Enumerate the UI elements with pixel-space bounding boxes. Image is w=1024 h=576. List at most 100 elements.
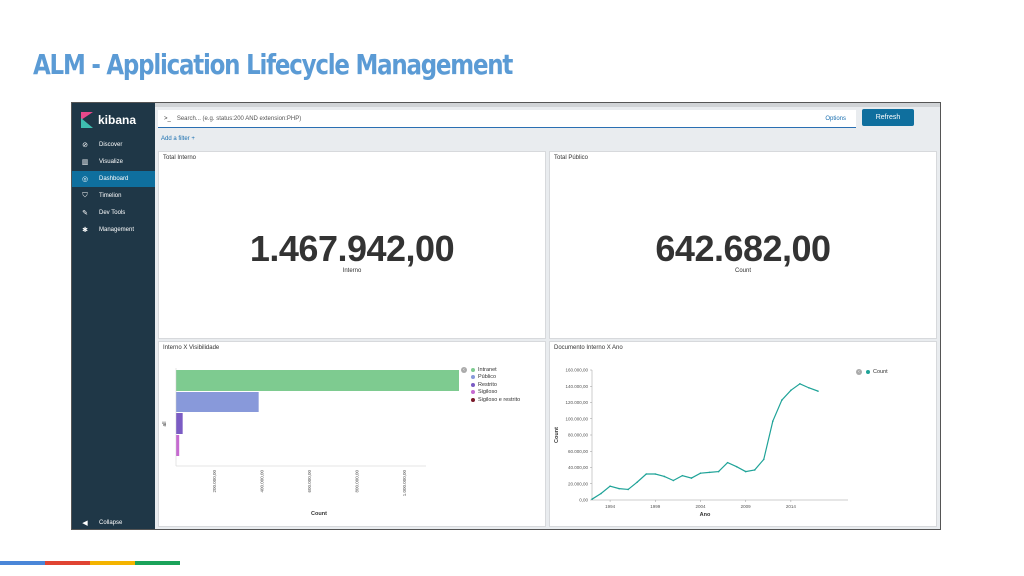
data-point[interactable] <box>708 471 711 474</box>
data-point[interactable] <box>654 473 657 475</box>
kibana-window: kibana ⊘ Discover ▥ Visualize ◎ Dashboard ⛉ Tim… <box>71 102 941 530</box>
sidebar-item-management[interactable]: ✱ Management <box>72 222 155 238</box>
legend-item[interactable]: Público <box>461 374 520 382</box>
data-point[interactable] <box>591 498 593 500</box>
data-point[interactable] <box>699 472 702 474</box>
data-point[interactable] <box>690 477 693 479</box>
data-point[interactable] <box>781 399 783 401</box>
sidebar-item-label: Dev Tools <box>99 210 126 216</box>
legend-item[interactable]: Sigiloso <box>461 389 520 397</box>
data-point[interactable] <box>645 473 648 475</box>
data-point[interactable] <box>681 474 684 477</box>
data-point[interactable] <box>817 390 819 392</box>
x-tick-label: 2009 <box>741 504 752 509</box>
data-point[interactable] <box>717 470 720 473</box>
sidebar-item-dashboard[interactable]: ◎ Dashboard <box>72 171 155 187</box>
legend-toggle-icon[interactable]: ‹ <box>461 366 467 373</box>
sidebar-item-discover[interactable]: ⊘ Discover <box>72 137 155 153</box>
top-toolbar-strip <box>155 103 940 107</box>
wrench-icon: ✎ <box>82 210 88 217</box>
sidebar-item-label: Management <box>99 227 135 233</box>
data-point[interactable] <box>744 470 747 473</box>
data-point[interactable] <box>726 461 729 464</box>
legend-dot <box>866 369 870 374</box>
legend-item[interactable]: ‹ Intranet <box>461 366 520 374</box>
y-tick-label: 60.000,00 <box>568 449 589 454</box>
y-tick-label: 20.000,00 <box>568 481 589 486</box>
bar-intranet[interactable] <box>176 370 459 391</box>
sidebar-item-label: Timelion <box>99 193 122 199</box>
bar-público[interactable] <box>176 392 259 412</box>
legend-item[interactable]: Sigiloso e restrito <box>461 396 520 404</box>
data-point[interactable] <box>772 420 774 422</box>
panel-title: Total Interno <box>163 155 197 161</box>
metric-value: 1.467.942,00 <box>249 228 455 269</box>
legend-label: Intranet <box>478 366 497 373</box>
data-point[interactable] <box>627 488 629 491</box>
y-tick-label: 0,00 <box>579 498 588 503</box>
y-tick-label: 100.000,00 <box>565 416 588 421</box>
gear-icon: ✱ <box>82 227 88 234</box>
data-point[interactable] <box>618 487 620 490</box>
y-tick-label: 160.000,00 <box>565 368 588 373</box>
bar-legend: ‹ Intranet Público Restrito Sigiloso Sigiloso… <box>461 366 520 404</box>
data-point[interactable] <box>753 469 756 471</box>
panel-interno-visibilidade: Interno X Visibilidade 200.000,00 400.000… <box>158 341 546 527</box>
search-bar[interactable]: >_ Search... (e.g. status:200 AND extens… <box>158 110 856 128</box>
legend-dot <box>471 375 475 380</box>
legend-label: Sigiloso <box>478 389 498 396</box>
compass-icon: ⊘ <box>82 142 88 149</box>
data-point[interactable] <box>663 475 666 478</box>
sidebar-item-visualize[interactable]: ▥ Visualize <box>72 154 155 170</box>
refresh-button[interactable]: Refresh <box>862 109 914 126</box>
x-tick-label: 200.000,00 <box>212 470 217 493</box>
x-tick-label: 400.000,00 <box>260 470 265 493</box>
data-point[interactable] <box>600 492 602 495</box>
y-tick-label: 40.000,00 <box>568 465 589 470</box>
legend-item[interactable]: Restrito <box>461 381 520 389</box>
legend-dot <box>471 397 475 402</box>
x-tick-label: 1994 <box>605 504 616 509</box>
legend-item[interactable]: ‹ Count <box>856 368 888 376</box>
sidebar-collapse[interactable]: ◀ Collapse <box>72 515 155 529</box>
sidebar-item-dev-tools[interactable]: ✎ Dev Tools <box>72 205 155 221</box>
bottom-bar-green <box>135 561 180 565</box>
legend-dot <box>471 367 475 372</box>
legend-label: Restrito <box>478 381 497 388</box>
bar-sigiloso[interactable] <box>176 435 180 456</box>
slide-title: ALM - Application Lifecycle Management <box>33 48 513 81</box>
data-point[interactable] <box>790 389 792 392</box>
legend-label: Sigiloso e restrito <box>478 396 521 403</box>
search-input[interactable]: Search... (e.g. status:200 AND extension… <box>176 115 302 122</box>
line-legend: ‹ Count <box>856 368 888 376</box>
panel-title: Documento Interno X Ano <box>554 345 623 351</box>
legend-toggle-icon[interactable]: ‹ <box>856 368 862 375</box>
data-point[interactable] <box>735 465 738 468</box>
x-tick-label: 600.000,00 <box>307 470 312 493</box>
x-tick-label: 800.000,00 <box>355 470 360 493</box>
data-point[interactable] <box>799 383 801 385</box>
series-line-count[interactable] <box>591 383 819 500</box>
line-chart: 0,00 20.000,00 40.000,00 60.000,00 80.000,00… <box>554 368 848 518</box>
panel-documento-ano: Documento Interno X Ano 0,00 20.000,00 40.… <box>549 341 937 527</box>
kibana-logo[interactable]: kibana <box>81 112 136 128</box>
y-tick-label: 140.000,00 <box>565 384 588 389</box>
data-point[interactable] <box>672 479 675 482</box>
panel-title: Total Público <box>554 155 589 161</box>
data-point[interactable] <box>609 485 611 487</box>
y-axis-label: Count <box>554 427 560 443</box>
data-point[interactable] <box>762 458 765 461</box>
legend-label: Público <box>478 374 497 381</box>
panel-title: Interno X Visibilidade <box>163 345 220 351</box>
x-tick-label: 2014 <box>786 504 797 509</box>
x-axis-label: Ano <box>700 512 711 518</box>
bar-restrito[interactable] <box>176 413 183 434</box>
metric-label: Interno <box>342 268 362 274</box>
data-point[interactable] <box>636 481 638 483</box>
bottom-bar-blue <box>0 561 45 565</box>
sidebar-item-timelion[interactable]: ⛉ Timelion <box>72 188 155 204</box>
data-point[interactable] <box>808 387 810 389</box>
x-tick-label: 1.000.000,00 <box>402 470 407 497</box>
options-link[interactable]: Options <box>825 115 846 122</box>
add-filter-link[interactable]: Add a filter + <box>161 136 195 142</box>
